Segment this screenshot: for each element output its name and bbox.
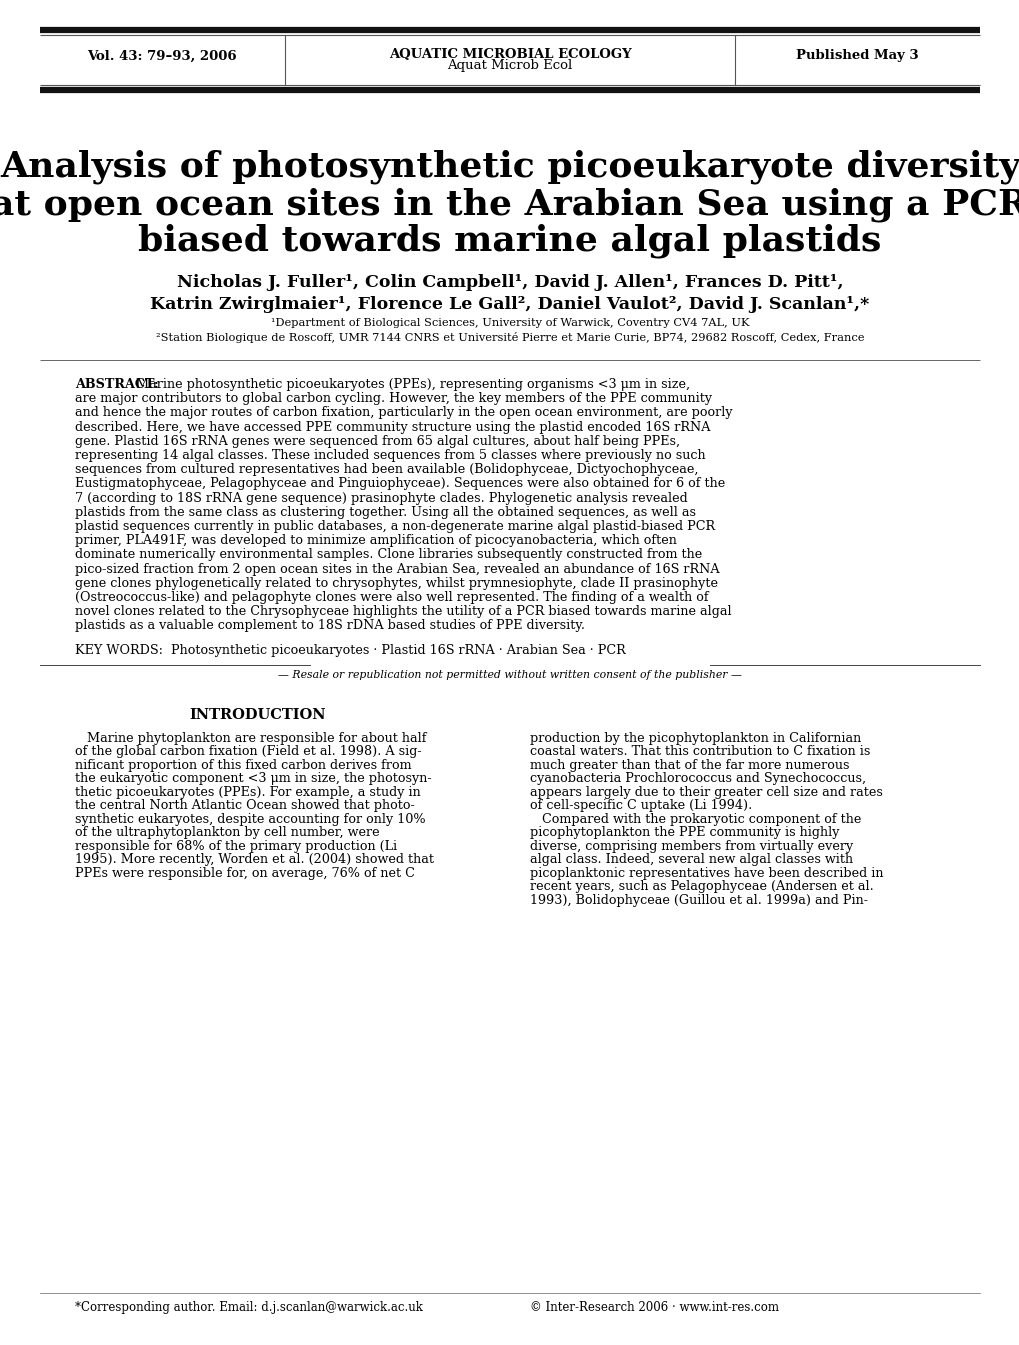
Text: Published May 3: Published May 3 [795,50,917,62]
Text: appears largely due to their greater cell size and rates: appears largely due to their greater cel… [530,785,882,799]
Text: (Ostreococcus-like) and pelagophyte clones were also well represented. The findi: (Ostreococcus-like) and pelagophyte clon… [75,590,708,604]
Text: ABSTRACT:: ABSTRACT: [75,378,159,391]
Text: of cell-specific C uptake (Li 1994).: of cell-specific C uptake (Li 1994). [530,799,752,812]
Text: algal class. Indeed, several new algal classes with: algal class. Indeed, several new algal c… [530,853,852,866]
Text: diverse, comprising members from virtually every: diverse, comprising members from virtual… [530,839,853,853]
Text: Eustigmatophyceae, Pelagophyceae and Pinguiophyceae). Sequences were also obtain: Eustigmatophyceae, Pelagophyceae and Pin… [75,477,725,491]
Text: pico-sized fraction from 2 open ocean sites in the Arabian Sea, revealed an abun: pico-sized fraction from 2 open ocean si… [75,562,719,576]
Text: plastids as a valuable complement to 18S rDNA based studies of PPE diversity.: plastids as a valuable complement to 18S… [75,620,585,632]
Text: dominate numerically environmental samples. Clone libraries subsequently constru: dominate numerically environmental sampl… [75,549,701,561]
Text: nificant proportion of this fixed carbon derives from: nificant proportion of this fixed carbon… [75,759,412,772]
Text: the eukaryotic component <3 μm in size, the photosyn-: the eukaryotic component <3 μm in size, … [75,772,431,785]
Text: Vol. 43: 79–93, 2006: Vol. 43: 79–93, 2006 [87,50,236,62]
Text: novel clones related to the Chrysophyceae highlights the utility of a PCR biased: novel clones related to the Chrysophycea… [75,605,731,619]
Text: biased towards marine algal plastids: biased towards marine algal plastids [139,225,880,258]
Text: of the ultraphytoplankton by cell number, were: of the ultraphytoplankton by cell number… [75,826,379,839]
Text: Marine photosynthetic picoeukaryotes (PPEs), representing organisms <3 μm in siz: Marine photosynthetic picoeukaryotes (PP… [131,378,690,391]
Text: of the global carbon fixation (Field et al. 1998). A sig-: of the global carbon fixation (Field et … [75,745,421,759]
Text: are major contributors to global carbon cycling. However, the key members of the: are major contributors to global carbon … [75,393,711,405]
Text: picoplanktonic representatives have been described in: picoplanktonic representatives have been… [530,866,882,880]
Text: thetic picoeukaryotes (PPEs). For example, a study in: thetic picoeukaryotes (PPEs). For exampl… [75,785,421,799]
Text: AQUATIC MICROBIAL ECOLOGY: AQUATIC MICROBIAL ECOLOGY [388,47,631,61]
Text: plastids from the same class as clustering together. Using all the obtained sequ: plastids from the same class as clusteri… [75,506,695,519]
Text: picophytoplankton the PPE community is highly: picophytoplankton the PPE community is h… [530,826,839,839]
Text: coastal waters. That this contribution to C fixation is: coastal waters. That this contribution t… [530,745,869,759]
Text: Analysis of photosynthetic picoeukaryote diversity: Analysis of photosynthetic picoeukaryote… [0,151,1019,184]
Text: Nicholas J. Fuller¹, Colin Campbell¹, David J. Allen¹, Frances D. Pitt¹,: Nicholas J. Fuller¹, Colin Campbell¹, Da… [176,274,843,291]
Text: © Inter-Research 2006 · www.int-res.com: © Inter-Research 2006 · www.int-res.com [530,1301,779,1314]
Text: — Resale or republication not permitted without written consent of the publisher: — Resale or republication not permitted … [278,670,741,679]
Text: PPEs were responsible for, on average, 76% of net C: PPEs were responsible for, on average, 7… [75,866,415,880]
Text: gene clones phylogenetically related to chrysophytes, whilst prymnesiophyte, cla: gene clones phylogenetically related to … [75,577,717,590]
Text: the central North Atlantic Ocean showed that photo-: the central North Atlantic Ocean showed … [75,799,415,812]
Text: responsible for 68% of the primary production (Li: responsible for 68% of the primary produ… [75,839,396,853]
Text: ²Station Biologique de Roscoff, UMR 7144 CNRS et Université Pierre et Marie Curi: ²Station Biologique de Roscoff, UMR 7144… [156,332,863,343]
Text: at open ocean sites in the Arabian Sea using a PCR: at open ocean sites in the Arabian Sea u… [0,187,1019,222]
Text: production by the picophytoplankton in Californian: production by the picophytoplankton in C… [530,732,860,745]
Text: cyanobacteria Prochlorococcus and Synechococcus,: cyanobacteria Prochlorococcus and Synech… [530,772,865,785]
Text: INTRODUCTION: INTRODUCTION [190,707,326,722]
Text: synthetic eukaryotes, despite accounting for only 10%: synthetic eukaryotes, despite accounting… [75,812,425,826]
Text: primer, PLA491F, was developed to minimize amplification of picocyanobacteria, w: primer, PLA491F, was developed to minimi… [75,534,677,547]
Text: 7 (according to 18S rRNA gene sequence) prasinophyte clades. Phylogenetic analys: 7 (according to 18S rRNA gene sequence) … [75,492,687,504]
Text: 1995). More recently, Worden et al. (2004) showed that: 1995). More recently, Worden et al. (200… [75,853,433,866]
Text: recent years, such as Pelagophyceae (Andersen et al.: recent years, such as Pelagophyceae (And… [530,880,873,893]
Text: ¹Department of Biological Sciences, University of Warwick, Coventry CV4 7AL, UK: ¹Department of Biological Sciences, Univ… [270,317,749,328]
Text: plastid sequences currently in public databases, a non-degenerate marine algal p: plastid sequences currently in public da… [75,521,714,533]
Text: 1993), Bolidophyceae (Guillou et al. 1999a) and Pin-: 1993), Bolidophyceae (Guillou et al. 199… [530,893,867,907]
Text: described. Here, we have accessed PPE community structure using the plastid enco: described. Here, we have accessed PPE co… [75,421,710,433]
Text: Compared with the prokaryotic component of the: Compared with the prokaryotic component … [530,812,860,826]
Text: Marine phytoplankton are responsible for about half: Marine phytoplankton are responsible for… [75,732,426,745]
Text: representing 14 algal classes. These included sequences from 5 classes where pre: representing 14 algal classes. These inc… [75,449,705,461]
Text: Aquat Microb Ecol: Aquat Microb Ecol [447,59,572,73]
Text: much greater than that of the far more numerous: much greater than that of the far more n… [530,759,849,772]
Text: and hence the major routes of carbon fixation, particularly in the open ocean en: and hence the major routes of carbon fix… [75,406,732,420]
Text: gene. Plastid 16S rRNA genes were sequenced from 65 algal cultures, about half b: gene. Plastid 16S rRNA genes were sequen… [75,434,680,448]
Text: sequences from cultured representatives had been available (Bolidophyceae, Dicty: sequences from cultured representatives … [75,463,698,476]
Text: Katrin Zwirglmaier¹, Florence Le Gall², Daniel Vaulot², David J. Scanlan¹,*: Katrin Zwirglmaier¹, Florence Le Gall², … [150,296,869,313]
Text: *Corresponding author. Email: d.j.scanlan@warwick.ac.uk: *Corresponding author. Email: d.j.scanla… [75,1301,423,1314]
Text: KEY WORDS:  Photosynthetic picoeukaryotes · Plastid 16S rRNA · Arabian Sea · PCR: KEY WORDS: Photosynthetic picoeukaryotes… [75,644,625,656]
